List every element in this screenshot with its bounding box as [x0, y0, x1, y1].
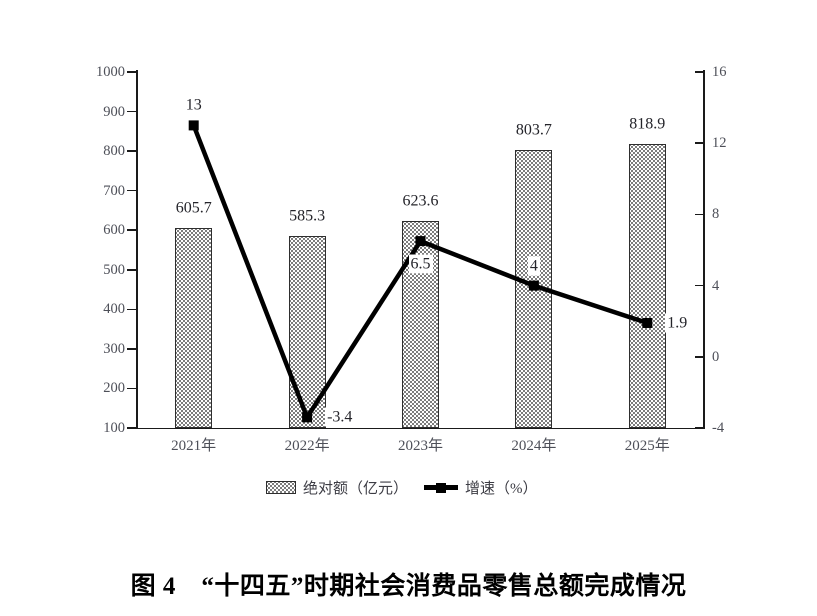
x-axis-label: 2024年	[511, 438, 557, 454]
y2-axis-tick	[695, 284, 704, 287]
y2-axis-tick-label: 16	[712, 64, 727, 80]
y-axis-tick	[127, 427, 136, 429]
y2-axis-tick	[695, 427, 704, 429]
y2-axis-tick	[695, 213, 704, 216]
y-axis-tick	[127, 110, 136, 113]
line-point-label: 1.9	[665, 313, 690, 333]
legend-line-marker-icon	[436, 482, 447, 493]
y-axis-tick	[127, 387, 136, 390]
y2-axis-tick	[695, 142, 704, 144]
line-point-label: 4	[527, 256, 540, 276]
y2-axis-tick-label: 4	[712, 277, 720, 294]
y2-axis-tick-label: 0	[712, 348, 720, 365]
legend-line-sample	[424, 481, 459, 493]
y2-axis-tick-label: 8	[712, 206, 720, 223]
y-axis-tick-label: 1000	[96, 64, 125, 80]
y2-axis-tick-label: 12	[712, 135, 727, 152]
y2-axis-tick	[695, 71, 704, 73]
bar-value-label: 818.9	[629, 115, 666, 133]
line-marker-icon	[415, 236, 426, 247]
x-axis-label: 2025年	[624, 438, 670, 454]
y-axis-tick-label: 900	[103, 103, 125, 120]
y-axis-tick-label: 800	[103, 143, 125, 160]
line-marker-icon	[188, 120, 199, 131]
bar	[175, 227, 213, 428]
y-axis-tick-label: 400	[103, 301, 125, 318]
legend-line-label: 增速（%）	[465, 480, 538, 497]
y-axis-tick-label: 500	[103, 261, 125, 278]
bar-value-label: 803.7	[515, 121, 552, 139]
line-marker-icon	[642, 317, 653, 328]
figure-caption: 图 4 “十四五”时期社会消费品零售总额完成情况	[130, 573, 687, 600]
y-axis-tick	[127, 71, 136, 73]
legend-bar-label: 绝对额（亿元）	[303, 480, 409, 497]
y-axis-tick-label: 200	[103, 380, 125, 397]
y-axis-tick	[127, 189, 136, 192]
x-axis-line	[136, 427, 705, 429]
x-axis-label: 2021年	[171, 438, 217, 454]
bar	[628, 143, 666, 428]
legend-bar-swatch	[266, 480, 296, 494]
right-axis-line	[703, 70, 705, 429]
y-axis-tick	[127, 150, 136, 152]
y-axis-tick-label: 600	[103, 222, 125, 239]
line-marker-icon	[302, 412, 313, 423]
y-axis-tick-label: 300	[103, 340, 125, 357]
bar-value-label: 605.7	[175, 199, 212, 217]
x-axis-label: 2022年	[284, 438, 330, 454]
line-point-label: -3.4	[325, 407, 355, 427]
legend: 绝对额（亿元） 增速（%）	[266, 478, 538, 497]
bar-value-label: 585.3	[289, 207, 326, 225]
bar-value-label: 623.6	[402, 192, 439, 210]
y-axis-tick	[127, 229, 136, 231]
line-point-label: 6.5	[408, 254, 433, 274]
y2-axis-tick	[695, 356, 704, 358]
y2-axis-tick-label: -4	[712, 420, 725, 436]
line-marker-icon	[528, 280, 539, 291]
y-axis-tick	[127, 269, 136, 271]
x-axis-label: 2023年	[397, 438, 444, 454]
y-axis-tick-label: 700	[103, 182, 125, 199]
y-axis-tick-label: 100	[103, 420, 125, 436]
line-point-label: 13	[183, 95, 204, 115]
y-axis-tick	[127, 308, 136, 311]
y-axis-tick	[127, 348, 136, 350]
left-axis-line	[136, 70, 138, 429]
